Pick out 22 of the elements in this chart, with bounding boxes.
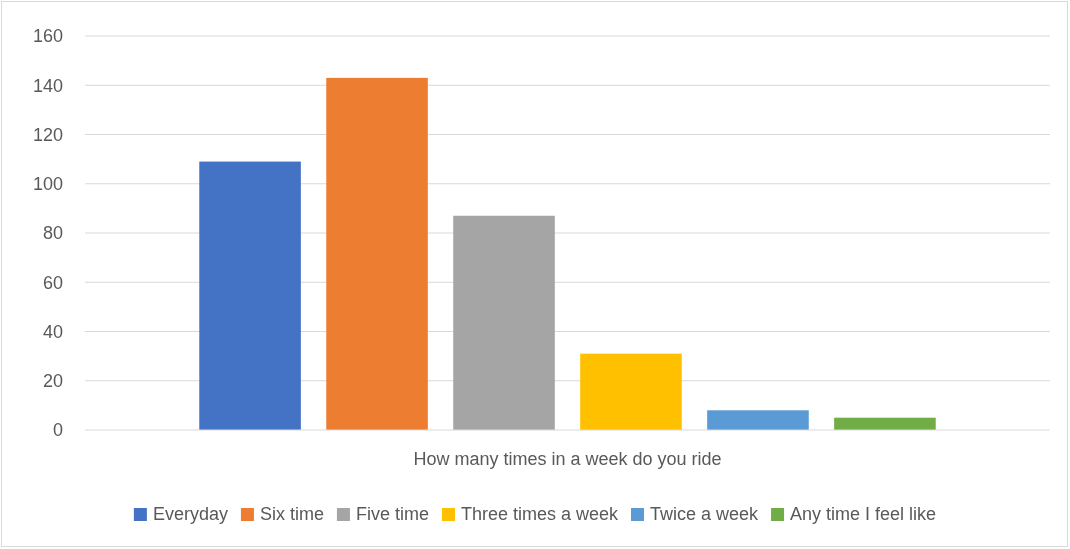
bar xyxy=(453,215,555,430)
bar xyxy=(326,77,428,430)
x-tick-label: How many times in a week do you ride xyxy=(413,448,722,469)
legend-label: Five time xyxy=(355,504,429,524)
legend-label: Any time I feel like xyxy=(790,504,937,524)
y-tick-label: 140 xyxy=(32,75,63,96)
bar xyxy=(834,417,936,430)
legend-label: Six time xyxy=(259,504,324,524)
legend-label: Three times a week xyxy=(460,504,620,524)
y-tick-label: 0 xyxy=(52,420,63,441)
legend-label: Everyday xyxy=(152,504,228,524)
bar xyxy=(707,410,809,430)
y-tick-label: 20 xyxy=(42,371,63,392)
y-tick-label: 160 xyxy=(32,26,63,47)
y-tick-label: 80 xyxy=(42,223,63,244)
legend-label: Twice a week xyxy=(650,504,760,524)
y-tick-label: 120 xyxy=(32,124,63,145)
y-tick-label: 100 xyxy=(32,174,63,195)
y-tick-label: 60 xyxy=(42,272,63,293)
bar xyxy=(199,161,301,430)
y-tick-label: 40 xyxy=(42,321,63,342)
bar xyxy=(580,353,682,430)
